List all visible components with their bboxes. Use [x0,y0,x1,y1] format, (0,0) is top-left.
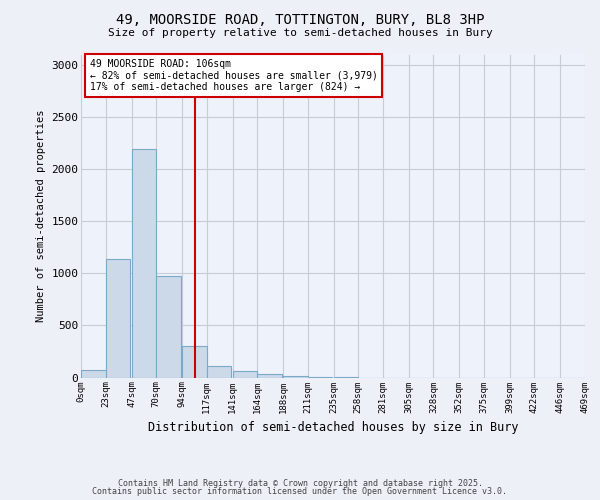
Y-axis label: Number of semi-detached properties: Number of semi-detached properties [35,110,46,322]
Bar [106,259,130,378]
Text: Size of property relative to semi-detached houses in Bury: Size of property relative to semi-detach… [107,28,493,38]
Text: 49, MOORSIDE ROAD, TOTTINGTON, BURY, BL8 3HP: 49, MOORSIDE ROAD, TOTTINGTON, BURY, BL8… [116,12,484,26]
X-axis label: Distribution of semi-detached houses by size in Bury: Distribution of semi-detached houses by … [148,421,518,434]
Bar [233,372,257,378]
Bar [81,370,106,378]
Bar [283,376,308,378]
Bar [308,377,332,378]
Bar [131,148,156,378]
Bar [156,276,181,378]
Text: Contains HM Land Registry data © Crown copyright and database right 2025.: Contains HM Land Registry data © Crown c… [118,478,482,488]
Bar [257,374,282,378]
Text: Contains public sector information licensed under the Open Government Licence v3: Contains public sector information licen… [92,487,508,496]
Bar [207,366,232,378]
Text: 49 MOORSIDE ROAD: 106sqm
← 82% of semi-detached houses are smaller (3,979)
17% o: 49 MOORSIDE ROAD: 106sqm ← 82% of semi-d… [89,59,377,92]
Bar [182,346,207,378]
